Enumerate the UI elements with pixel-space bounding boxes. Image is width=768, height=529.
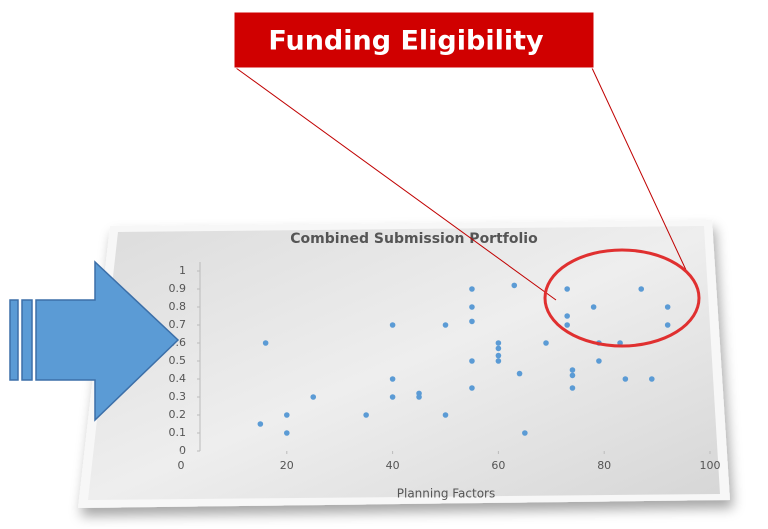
point — [469, 286, 475, 292]
point — [664, 322, 671, 328]
point — [596, 358, 602, 364]
point — [310, 394, 317, 400]
point — [664, 304, 671, 310]
point — [649, 376, 655, 382]
point — [389, 376, 396, 382]
point — [257, 421, 264, 427]
y-tick-label: 0.9 — [169, 282, 187, 295]
chart-title: Combined Submission Portfolio — [290, 231, 538, 247]
point — [569, 367, 576, 373]
point — [511, 282, 518, 289]
point — [389, 322, 396, 328]
point — [495, 358, 502, 364]
point — [262, 340, 269, 346]
point — [564, 322, 570, 328]
point — [389, 394, 396, 400]
y-tick-label: 0.5 — [169, 354, 187, 367]
point — [622, 376, 629, 382]
point — [284, 430, 290, 436]
point — [469, 358, 475, 364]
callout-line — [591, 67, 687, 271]
callout-text: Funding Eligibility — [268, 26, 544, 57]
point — [495, 352, 502, 359]
point — [495, 340, 502, 346]
y-tick-label: 0.1 — [169, 426, 187, 439]
x-tick-label: 40 — [386, 459, 400, 472]
point — [416, 394, 422, 400]
x-tick-label: 20 — [280, 459, 294, 472]
point — [469, 304, 475, 310]
x-tick-label: 60 — [491, 459, 505, 472]
point — [495, 345, 502, 352]
point — [469, 385, 475, 391]
point — [363, 412, 369, 418]
point — [590, 304, 597, 310]
callout-box — [233, 11, 595, 69]
point — [569, 372, 576, 379]
y-tick-label: 0.4 — [169, 372, 187, 385]
highlight-ellipse — [543, 248, 701, 348]
point — [284, 412, 290, 418]
chart-panel — [88, 226, 720, 500]
point — [442, 412, 449, 418]
point — [522, 430, 528, 436]
y-tick-label: 0.8 — [169, 300, 187, 313]
callout-line — [235, 67, 557, 301]
y-tick-label: 0.2 — [169, 408, 187, 421]
x-tick-label: 80 — [597, 459, 611, 472]
point — [564, 313, 570, 319]
point — [617, 340, 623, 346]
point — [569, 385, 576, 391]
plot: 00.10.20.30.40.50.60.70.80.910 20 40 60 80 10… — [169, 264, 721, 472]
arrow — [9, 260, 180, 422]
y-tick-label: 0 — [179, 444, 186, 457]
y-tick-label: 0.7 — [169, 318, 187, 331]
x-tick-label: 0 — [178, 459, 185, 472]
y-tick-label: 1 — [179, 264, 186, 277]
point — [516, 370, 523, 377]
x-tick-label: 100 — [700, 459, 721, 472]
point — [543, 340, 549, 346]
point — [469, 318, 475, 325]
x-axis-label: Planning Factors — [397, 487, 496, 501]
y-tick-label: 0.3 — [169, 390, 187, 403]
point — [564, 286, 570, 292]
point — [442, 322, 449, 328]
point — [638, 286, 645, 292]
